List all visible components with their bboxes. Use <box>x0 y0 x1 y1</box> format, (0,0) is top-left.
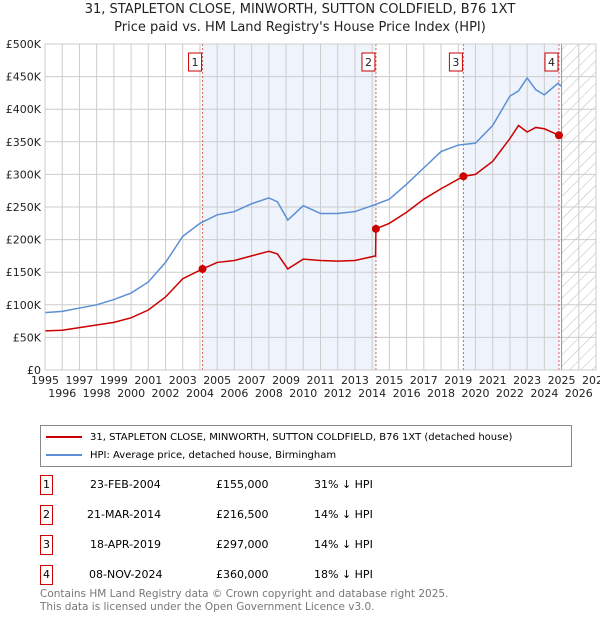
x-tick-label: 2014 <box>358 387 386 400</box>
y-tick-label: £150K <box>6 266 42 279</box>
x-tick-label: 2019 <box>444 374 472 387</box>
sale-badge: 3 <box>40 535 53 555</box>
sale-hpi-diff: 18% ↓ HPI <box>314 568 373 581</box>
x-tick-label: 2001 <box>134 374 162 387</box>
sale-price: £297,000 <box>216 538 269 551</box>
x-tick-label: 2006 <box>220 387 248 400</box>
sale-point <box>554 131 563 140</box>
y-tick-label: £0 <box>27 364 41 377</box>
y-tick-label: £250K <box>6 201 42 214</box>
y-tick-label: £100K <box>6 299 42 312</box>
footer-licence: This data is licensed under the Open Gov… <box>40 601 375 613</box>
property-price-line <box>44 124 560 332</box>
x-tick-label: 2013 <box>341 374 369 387</box>
footer: Contains HM Land Registry data © Crown c… <box>40 588 580 614</box>
sale-date: 23-FEB-2004 <box>90 478 161 491</box>
x-tick-label: 2010 <box>289 387 317 400</box>
chart-title: 31, STAPLETON CLOSE, MINWORTH, SUTTON CO… <box>84 2 516 17</box>
y-tick-label: £500K <box>6 38 42 51</box>
x-tick-label: 2027 <box>582 374 600 387</box>
sale-hpi-diff: 14% ↓ HPI <box>314 538 373 551</box>
sale-label: 1 <box>192 56 199 69</box>
sale-row: 2 21-MAR-2014 £216,500 14% ↓ HPI <box>40 505 540 525</box>
x-tick-label: 2018 <box>427 387 455 400</box>
sale-hpi-diff: 31% ↓ HPI <box>314 478 373 491</box>
x-tick-label: 2004 <box>186 387 214 400</box>
x-tick-label: 2015 <box>375 374 403 387</box>
x-tick-label: 2012 <box>324 387 352 400</box>
y-tick-label: £450K <box>6 71 42 84</box>
sale-badge: 2 <box>40 505 53 525</box>
x-tick-label: 2000 <box>117 387 145 400</box>
x-tick-label: 2003 <box>169 374 197 387</box>
x-tick-label: 2005 <box>203 374 231 387</box>
sale-price: £360,000 <box>216 568 269 581</box>
plot-area: 1995199619971998199920002001200220032004… <box>6 38 600 400</box>
x-tick-label: 2025 <box>548 374 576 387</box>
y-tick-label: £300K <box>6 168 42 181</box>
legend-swatch-property <box>46 436 82 438</box>
x-tick-label: 2017 <box>410 374 438 387</box>
sale-row: 3 18-APR-2019 £297,000 14% ↓ HPI <box>40 535 540 555</box>
sale-point <box>198 264 207 273</box>
sale-point <box>371 224 380 233</box>
x-tick-label: 2009 <box>272 374 300 387</box>
sale-date: 18-APR-2019 <box>90 538 162 551</box>
legend: 31, STAPLETON CLOSE, MINWORTH, SUTTON CO… <box>40 425 572 467</box>
x-tick-label: 1995 <box>31 374 59 387</box>
x-tick-label: 1997 <box>65 374 93 387</box>
x-tick-label: 2022 <box>496 387 524 400</box>
x-tick-label: 2002 <box>152 387 180 400</box>
sale-price: £216,500 <box>216 508 269 521</box>
sale-date: 08-NOV-2024 <box>89 568 163 581</box>
sale-row: 1 23-FEB-2004 £155,000 31% ↓ HPI <box>40 475 540 495</box>
sale-label: 3 <box>452 56 459 69</box>
y-tick-label: £350K <box>6 136 42 149</box>
sale-badge: 4 <box>40 565 53 585</box>
sale-point <box>459 172 468 181</box>
sale-label-box <box>544 52 559 72</box>
x-tick-label: 2023 <box>513 374 541 387</box>
hpi-line <box>44 76 563 314</box>
x-tick-label: 2011 <box>307 374 335 387</box>
sale-label: 2 <box>365 56 372 69</box>
x-tick-label: 1996 <box>48 387 76 400</box>
x-tick-label: 2026 <box>565 387 593 400</box>
footer-copyright: Contains HM Land Registry data © Crown c… <box>40 588 449 600</box>
sale-hpi-diff: 14% ↓ HPI <box>314 508 373 521</box>
chart-subtitle: Price paid vs. HM Land Registry's House … <box>114 20 486 35</box>
sale-label-box <box>188 52 203 72</box>
x-tick-label: 2008 <box>255 387 283 400</box>
x-tick-label: 2016 <box>393 387 421 400</box>
x-tick-label: 1999 <box>100 374 128 387</box>
x-tick-label: 2007 <box>238 374 266 387</box>
x-tick-label: 1998 <box>83 387 111 400</box>
sale-badge: 1 <box>40 475 53 495</box>
sale-date: 21-MAR-2014 <box>87 508 162 521</box>
y-tick-label: £400K <box>6 103 42 116</box>
sale-row: 4 08-NOV-2024 £360,000 18% ↓ HPI <box>40 565 540 585</box>
sale-price: £155,000 <box>216 478 269 491</box>
sale-label-box <box>448 52 463 72</box>
x-tick-label: 2024 <box>530 387 558 400</box>
plot-frame <box>44 43 597 371</box>
sale-label: 4 <box>548 56 555 69</box>
x-tick-label: 2021 <box>479 374 507 387</box>
legend-label-property: 31, STAPLETON CLOSE, MINWORTH, SUTTON CO… <box>90 431 513 443</box>
y-tick-label: £50K <box>13 331 42 344</box>
legend-swatch-hpi <box>46 454 82 456</box>
y-tick-label: £200K <box>6 234 42 247</box>
sale-label-box <box>361 52 376 72</box>
legend-label-hpi: HPI: Average price, detached house, Birm… <box>90 449 337 461</box>
x-tick-label: 2020 <box>461 387 489 400</box>
